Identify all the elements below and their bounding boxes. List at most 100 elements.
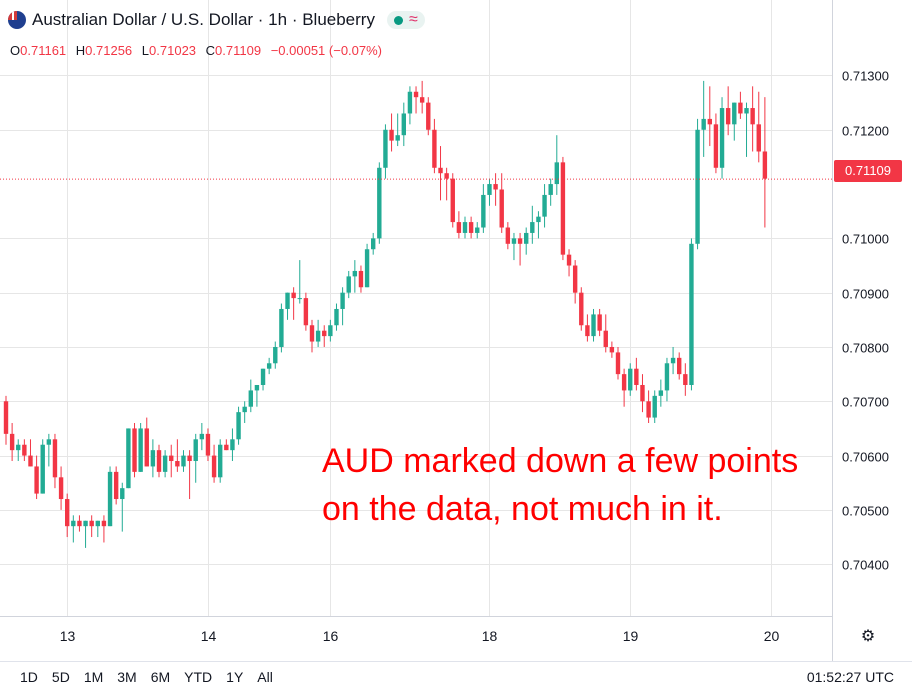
candle-body bbox=[438, 167, 443, 174]
candle-body bbox=[285, 292, 290, 309]
price-tick-label: 0.70600 bbox=[842, 450, 889, 465]
candle-body bbox=[364, 249, 370, 288]
candle-body bbox=[634, 368, 639, 385]
close-label: C bbox=[205, 43, 216, 58]
settings-icon[interactable]: ⚙ bbox=[860, 628, 876, 645]
candle-body bbox=[120, 488, 125, 500]
candle-body bbox=[40, 444, 45, 494]
range-button[interactable]: 1Y bbox=[226, 669, 244, 685]
candle-body bbox=[670, 357, 676, 364]
candle-body bbox=[162, 455, 168, 472]
utc-clock[interactable]: 01:52:27 UTC bbox=[806, 669, 894, 685]
price-tick-label: 0.70500 bbox=[842, 504, 889, 519]
candle-body bbox=[242, 406, 247, 413]
candle-body bbox=[236, 412, 241, 440]
candle-body bbox=[652, 395, 657, 418]
candle-body bbox=[640, 384, 645, 402]
candle-body bbox=[725, 108, 731, 125]
candle-body bbox=[22, 444, 27, 456]
range-button[interactable]: 6M bbox=[150, 669, 171, 685]
candle-body bbox=[695, 129, 700, 244]
candle-body bbox=[542, 194, 547, 217]
candle-body bbox=[346, 276, 351, 293]
candle-body bbox=[328, 325, 333, 337]
candle-body bbox=[371, 238, 376, 250]
candle-body bbox=[211, 455, 217, 478]
current-price-tag: 0.71109 bbox=[834, 160, 902, 182]
candle-body bbox=[664, 363, 670, 391]
candle-body bbox=[462, 222, 468, 233]
candle-body bbox=[713, 124, 719, 168]
candle-body bbox=[530, 222, 535, 233]
range-button[interactable]: All bbox=[257, 669, 273, 685]
candle-body bbox=[322, 330, 327, 337]
price-axis[interactable]: 0.70400 0.70500 0.70600 0.70700 0.70800 0.709… bbox=[842, 69, 889, 573]
candle-body bbox=[389, 129, 394, 141]
candlestick-chart[interactable]: 0.70400 0.70500 0.70600 0.70700 0.70800 0.709… bbox=[0, 0, 912, 662]
candle-body bbox=[3, 401, 9, 434]
range-button[interactable]: 1D bbox=[20, 669, 38, 685]
candle-body bbox=[548, 184, 553, 195]
candle-body bbox=[107, 471, 113, 527]
candle-body bbox=[615, 352, 621, 375]
candle-body bbox=[52, 439, 58, 478]
candle-body bbox=[591, 314, 596, 337]
candle-body bbox=[58, 477, 64, 500]
time-axis[interactable]: 13 14 16 18 19 20 bbox=[60, 628, 780, 644]
candle-body bbox=[144, 428, 149, 467]
range-button[interactable]: 1M bbox=[83, 669, 104, 685]
change-value: −0.00051 (−0.07%) bbox=[270, 43, 383, 58]
low-value: 0.71023 bbox=[149, 43, 197, 58]
candle-body bbox=[517, 238, 523, 244]
candle-body bbox=[230, 439, 235, 451]
candle-body bbox=[585, 325, 590, 337]
candle-body bbox=[16, 444, 21, 451]
symbol-title[interactable]: Australian Dollar / U.S. Dollar · 1h · B… bbox=[32, 10, 375, 29]
wave-icon: ≈ bbox=[408, 11, 418, 28]
candle-body bbox=[603, 330, 608, 347]
candle-body bbox=[401, 113, 406, 136]
candle-body bbox=[511, 238, 517, 244]
candle-body bbox=[432, 129, 437, 168]
candle-body bbox=[377, 167, 382, 239]
aud-flag-icon bbox=[8, 11, 26, 29]
candle-body bbox=[358, 270, 364, 288]
candle-body bbox=[579, 292, 584, 326]
candle-body bbox=[750, 108, 755, 125]
price-tick-label: 0.71300 bbox=[842, 69, 889, 84]
range-button[interactable]: YTD bbox=[184, 669, 213, 685]
candle-body bbox=[34, 466, 39, 494]
candle-body bbox=[273, 346, 278, 364]
candle-body bbox=[309, 325, 315, 342]
candle-body bbox=[744, 108, 749, 114]
high-value: 0.71256 bbox=[85, 43, 133, 58]
candle-body bbox=[9, 433, 15, 451]
candle-body bbox=[395, 135, 400, 141]
chart-header: Australian Dollar / U.S. Dollar · 1h · B… bbox=[8, 10, 425, 30]
candle-body bbox=[132, 428, 137, 472]
candle-body bbox=[689, 243, 694, 385]
candle-body bbox=[732, 102, 737, 125]
open-label: O bbox=[10, 43, 21, 58]
price-tick-label: 0.70700 bbox=[842, 395, 889, 410]
candle-body bbox=[499, 189, 504, 228]
candle-body bbox=[481, 194, 486, 228]
range-button[interactable]: 5D bbox=[51, 669, 70, 685]
bottom-toolbar: 1D 5D 1M 3M 6M YTD 1Y All 01:52:27 UTC bbox=[0, 662, 912, 686]
time-tick-label: 16 bbox=[323, 628, 339, 644]
candle-body bbox=[193, 439, 198, 462]
candle-body bbox=[46, 439, 52, 445]
candle-body bbox=[315, 330, 321, 342]
candle-body bbox=[475, 227, 480, 233]
candle-body bbox=[707, 118, 712, 125]
candle-body bbox=[77, 520, 82, 527]
time-tick-label: 18 bbox=[482, 628, 498, 644]
range-button[interactable]: 3M bbox=[117, 669, 137, 685]
candle-body bbox=[536, 216, 541, 223]
candle-body bbox=[756, 124, 761, 152]
status-badge[interactable]: ≈ bbox=[386, 11, 425, 29]
candle-body bbox=[560, 162, 566, 255]
price-tick-label: 0.70800 bbox=[842, 341, 889, 356]
candle-body bbox=[352, 270, 358, 277]
candle-body bbox=[260, 368, 266, 385]
